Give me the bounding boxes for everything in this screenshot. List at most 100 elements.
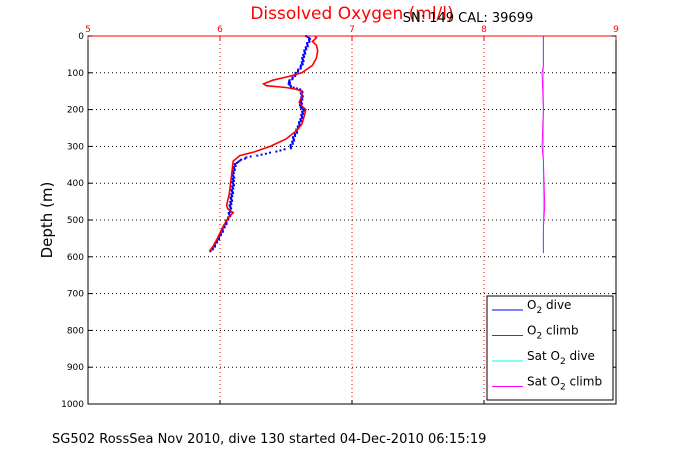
data-point-o2_dive <box>301 111 304 114</box>
data-point-o2_dive <box>299 119 302 122</box>
chart-subtitle: SN: 149 CAL: 39699 <box>403 11 534 26</box>
y-tick-label: 900 <box>67 363 84 373</box>
data-point-o2_dive <box>301 98 304 101</box>
legend-label: Sat O2 dive <box>527 349 595 367</box>
legend-box <box>486 295 614 401</box>
data-point-o2_dive <box>300 97 303 100</box>
data-point-o2_dive <box>291 136 294 139</box>
data-point-o2_dive <box>295 130 298 133</box>
data-point-o2_dive <box>229 202 232 205</box>
data-point-o2_dive <box>217 236 220 239</box>
data-point-o2_dive <box>299 103 302 106</box>
data-point-o2_dive <box>232 179 235 182</box>
legend-label: O2 dive <box>527 298 571 316</box>
data-point-o2_dive <box>301 115 304 118</box>
data-point-o2_dive <box>231 181 234 184</box>
data-point-o2_dive <box>303 55 306 58</box>
data-point-o2_dive <box>219 232 222 235</box>
y-tick-label: 700 <box>67 290 84 300</box>
legend-label: O2 climb <box>527 324 579 342</box>
data-series <box>208 35 546 254</box>
data-point-o2_dive <box>268 151 271 154</box>
data-point-o2_dive <box>230 198 233 201</box>
data-point-o2_dive <box>232 175 235 178</box>
data-point-o2_dive <box>232 192 235 195</box>
data-point-o2_dive <box>234 165 237 168</box>
data-point-o2_dive <box>306 41 309 44</box>
data-point-o2_dive <box>299 65 302 68</box>
x-tick-label: 5 <box>85 25 91 35</box>
data-point-o2_dive <box>300 102 303 105</box>
data-point-o2_dive <box>231 185 234 188</box>
data-point-o2_dive <box>289 147 292 150</box>
x-tick-label: 8 <box>481 25 487 35</box>
data-point-o2_dive <box>301 63 304 66</box>
data-point-o2_dive <box>229 205 232 208</box>
series-line-sat_climb <box>541 36 546 254</box>
data-point-o2_dive <box>302 59 305 62</box>
data-point-o2_dive <box>231 195 234 198</box>
data-point-o2_dive <box>215 241 218 244</box>
data-point-o2_dive <box>291 140 294 143</box>
data-point-o2_dive <box>302 109 305 112</box>
data-point-o2_dive <box>243 157 246 160</box>
data-point-o2_dive <box>225 221 228 224</box>
data-point-o2_dive <box>306 35 309 38</box>
data-point-o2_dive <box>275 150 278 153</box>
data-point-o2_dive <box>296 125 299 128</box>
data-point-o2_dive <box>303 49 306 52</box>
data-point-o2_dive <box>293 132 296 135</box>
data-point-o2_dive <box>289 143 292 146</box>
data-point-o2_dive <box>256 154 259 157</box>
data-point-o2_dive <box>292 86 295 89</box>
data-point-o2_dive <box>232 183 235 186</box>
series-line-o2_climb <box>208 35 319 252</box>
data-point-o2_dive <box>292 137 295 140</box>
chart-caption: SG502 RossSea Nov 2010, dive 130 started… <box>52 432 486 447</box>
data-point-o2_dive <box>297 69 300 72</box>
data-point-o2_dive <box>301 95 304 98</box>
data-point-o2_dive <box>218 237 221 240</box>
data-point-o2_dive <box>308 39 311 42</box>
data-point-o2_dive <box>291 142 294 145</box>
data-point-o2_dive <box>289 145 292 148</box>
data-point-o2_dive <box>230 193 233 196</box>
data-point-o2_dive <box>298 122 301 125</box>
data-point-o2_dive <box>294 75 297 78</box>
data-point-o2_dive <box>228 213 231 216</box>
data-point-o2_dive <box>306 44 309 47</box>
data-point-o2_dive <box>279 149 282 152</box>
data-point-o2_dive <box>300 101 303 104</box>
data-point-o2_dive <box>304 46 307 49</box>
data-point-o2_dive <box>223 225 226 228</box>
data-point-o2_dive <box>293 139 296 142</box>
data-point-o2_dive <box>219 234 222 237</box>
data-point-o2_dive <box>232 187 235 190</box>
data-point-o2_dive <box>231 177 234 180</box>
y-tick-label: 500 <box>67 216 84 226</box>
data-point-o2_dive <box>213 245 216 248</box>
data-point-o2_dive <box>229 196 232 199</box>
data-point-o2_dive <box>296 131 299 134</box>
y-tick-label: 1000 <box>61 400 84 410</box>
data-point-o2_dive <box>211 248 214 251</box>
data-point-o2_dive <box>301 57 304 60</box>
data-point-o2_dive <box>231 186 234 189</box>
data-point-o2_dive <box>306 43 309 46</box>
data-point-o2_dive <box>299 66 302 69</box>
data-point-o2_dive <box>245 156 248 159</box>
data-point-o2_dive <box>299 92 302 95</box>
series-o2_dive <box>209 35 312 253</box>
data-point-o2_dive <box>302 53 305 56</box>
data-point-o2_dive <box>297 68 300 71</box>
data-point-o2_dive <box>302 60 305 63</box>
chart-title: Dissolved Oxygen (ml/l) <box>250 4 453 24</box>
data-point-o2_dive <box>232 172 235 175</box>
data-point-o2_dive <box>231 174 234 177</box>
x-tick-label: 7 <box>349 25 355 35</box>
data-point-o2_dive <box>232 171 235 174</box>
data-point-o2_dive <box>299 100 302 103</box>
data-point-o2_dive <box>215 240 218 243</box>
data-point-o2_dive <box>229 210 232 213</box>
